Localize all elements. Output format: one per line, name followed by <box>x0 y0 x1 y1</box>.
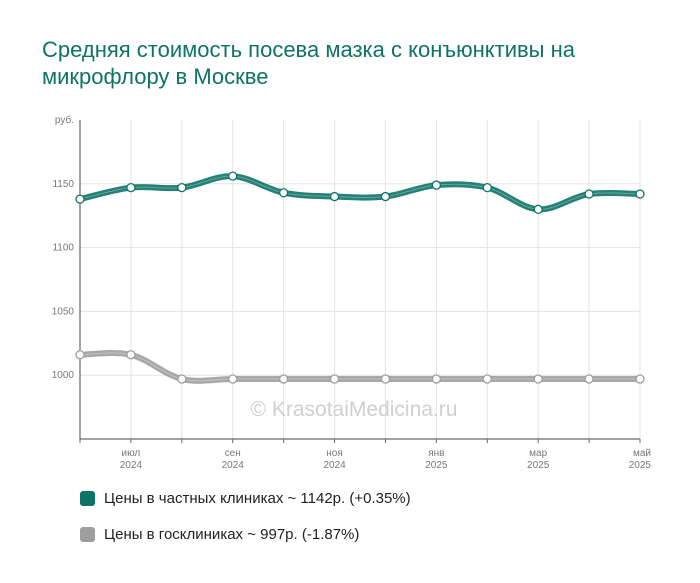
y-unit-label: руб. <box>55 114 74 126</box>
data-point-public <box>533 374 543 384</box>
data-point-private <box>177 182 187 193</box>
data-point-public <box>278 374 289 384</box>
grid-lines <box>80 120 641 439</box>
y-tick-label: 1000 <box>52 370 75 381</box>
data-point-private <box>228 171 238 181</box>
series-group <box>75 171 645 384</box>
data-point-public <box>329 374 340 384</box>
data-point-public <box>380 374 391 384</box>
x-tick-labels: июл2024сен2024ноя2024янв2025мар2025май20… <box>120 448 652 471</box>
chart-title: Средняя стоимость посева мазка с конъюнк… <box>42 37 575 89</box>
data-point-public <box>635 374 645 384</box>
data-point-private <box>533 204 543 214</box>
x-tick-label-year: 2025 <box>527 460 550 471</box>
legend-label-private: Цены в частных клиниках ~ 1142р. (+0.35%… <box>104 490 411 507</box>
x-tick-label-month: мар <box>529 448 547 459</box>
y-tick-label: 1100 <box>52 243 74 254</box>
x-tick-label-month: ноя <box>326 448 343 459</box>
legend-item-private: Цены в частных клиниках ~ 1142р. (+0.35%… <box>80 490 411 507</box>
x-tick-label-year: 2025 <box>629 460 652 471</box>
x-tick-label-month: май <box>633 448 651 459</box>
data-point-public <box>126 350 136 360</box>
data-point-public <box>228 374 238 384</box>
y-tick-labels: 1000 1050 1100 1150 руб. <box>52 114 75 381</box>
y-tick-label: 1150 <box>52 179 74 190</box>
x-tick-label-month: сен <box>225 448 241 459</box>
data-point-public <box>177 374 187 384</box>
x-tick-label-year: 2024 <box>323 460 346 471</box>
legend-swatch-private <box>80 491 95 506</box>
data-point-private <box>635 189 645 199</box>
data-point-private <box>75 194 85 204</box>
x-tick-label-year: 2024 <box>222 460 245 471</box>
series-line-public <box>77 350 643 384</box>
data-point-private <box>482 182 492 193</box>
series-line-private <box>77 173 643 213</box>
x-tick-label-year: 2024 <box>120 460 143 471</box>
legend-label-public: Цены в госклиниках ~ 997р. (-1.87%) <box>104 526 360 543</box>
data-point-public <box>431 374 442 384</box>
data-point-private <box>380 191 391 202</box>
x-tick-label-month: июл <box>122 448 141 459</box>
legend-swatch-public <box>80 527 95 542</box>
legend-item-public: Цены в госклиниках ~ 997р. (-1.87%) <box>80 526 359 543</box>
x-tick-label-year: 2025 <box>425 460 448 471</box>
data-point-public <box>75 350 85 360</box>
data-point-private <box>278 188 289 198</box>
data-point-private <box>584 189 594 199</box>
data-point-private <box>431 180 442 190</box>
data-point-public <box>584 374 594 384</box>
data-point-private <box>329 191 340 202</box>
data-point-public <box>482 374 492 384</box>
y-tick-label: 1050 <box>52 306 75 317</box>
x-tick-label-month: янв <box>428 448 444 459</box>
watermark: © KrasotaiMedicina.ru <box>251 398 458 421</box>
data-point-private <box>126 182 136 193</box>
axes <box>79 120 641 443</box>
